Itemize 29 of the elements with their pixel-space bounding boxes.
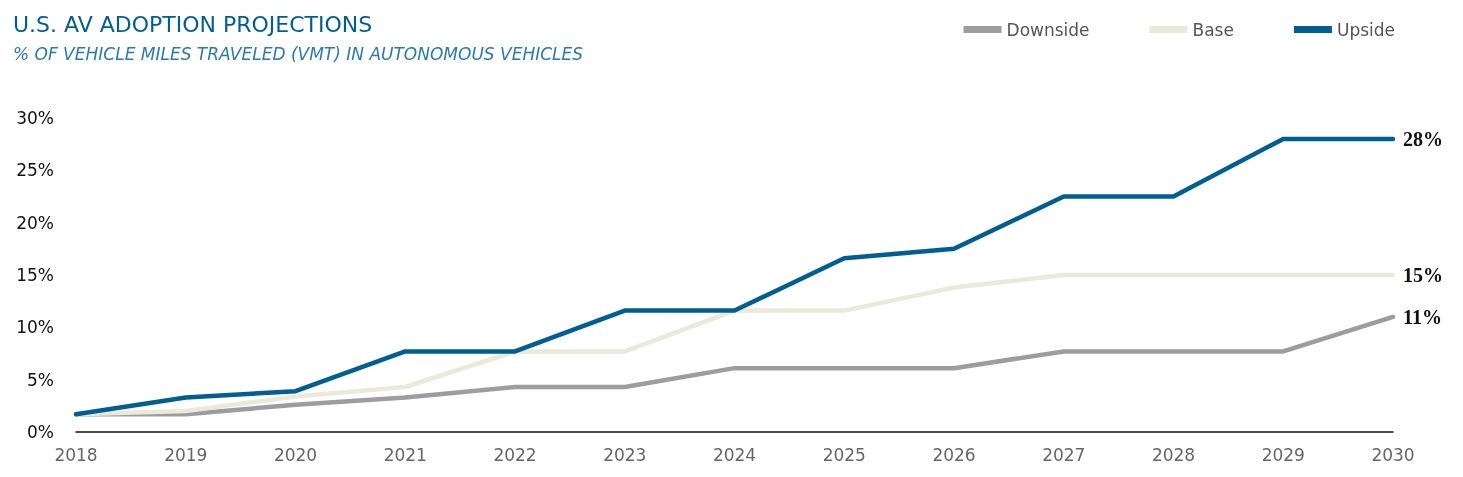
data-label: 28% (1403, 127, 1443, 150)
legend-label: Base (1192, 19, 1234, 40)
data-label: 11% (1403, 305, 1442, 328)
x-tick-label: 2019 (164, 444, 208, 465)
x-tick-label: 2023 (603, 444, 647, 465)
data-label: 15% (1403, 264, 1443, 286)
line-series (73, 136, 1396, 417)
x-tick-label: 2024 (712, 444, 757, 465)
y-tick-label: 5% (27, 369, 54, 390)
x-tick-label: 2018 (54, 444, 98, 465)
legend-label: Downside (1006, 19, 1090, 40)
x-tick-label: 2021 (383, 444, 427, 465)
y-tick-label: 10% (16, 317, 54, 338)
legend-label: Upside (1336, 19, 1396, 40)
x-tick-label: 2022 (493, 444, 537, 465)
chart-title: U.S. AV ADOPTION PROJECTIONS (13, 11, 373, 37)
x-tick-label: 2027 (1042, 444, 1086, 465)
x-tick-label: 2028 (1151, 444, 1196, 465)
y-tick-label: 30% (16, 108, 54, 128)
y-tick-label: 25% (16, 160, 54, 181)
x-tick-label: 2025 (822, 444, 866, 465)
y-tick-label: 20% (16, 212, 54, 233)
x-tick-label: 2026 (932, 444, 976, 465)
x-tick-label: 2030 (1371, 444, 1415, 465)
y-tick-label: 15% (16, 265, 54, 285)
x-tick-label: 2029 (1261, 444, 1305, 465)
x-tick-label: 2020 (273, 444, 318, 465)
chart-subtitle: % OF VEHICLE MILES TRAVELED (VMT) IN AUTONOMOUS VEHICLES (13, 43, 584, 64)
y-tick-label: 0% (27, 422, 54, 442)
